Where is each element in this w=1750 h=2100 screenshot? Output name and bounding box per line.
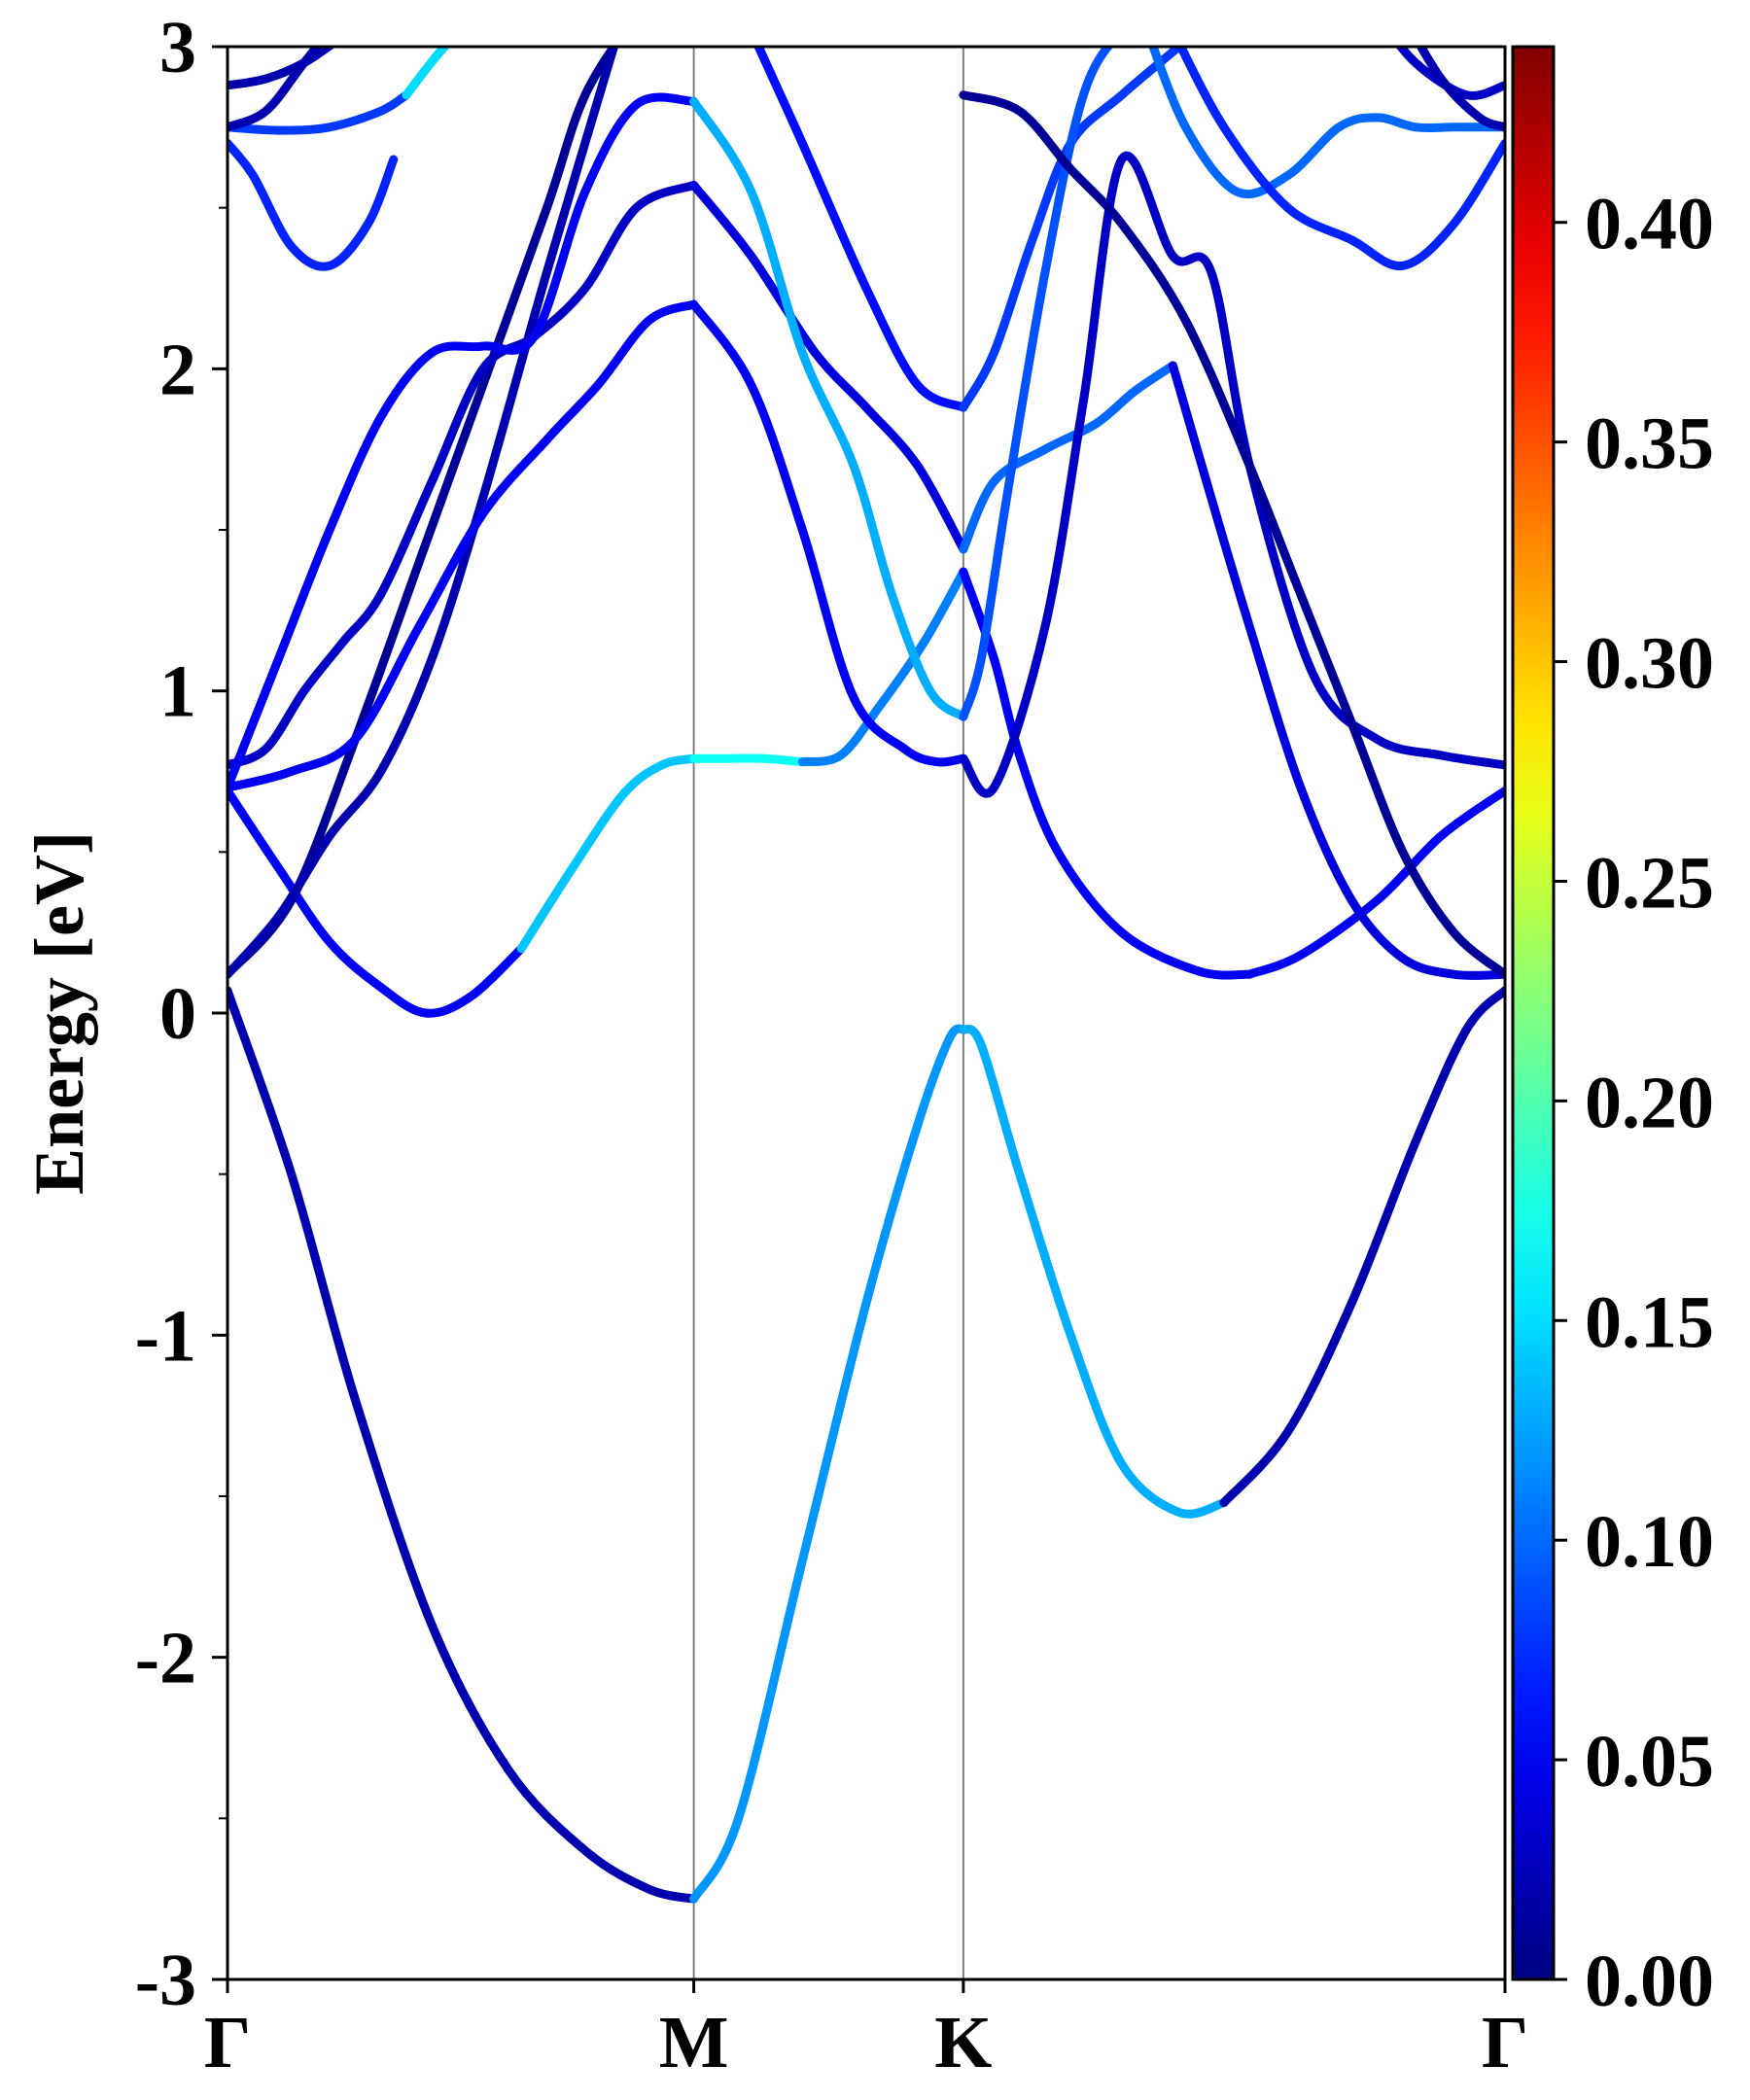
y-tick-label: 1 xyxy=(159,651,196,733)
band-lines xyxy=(228,47,1505,1904)
band-line xyxy=(797,567,968,767)
band-line xyxy=(959,361,1177,554)
y-tick-label: -3 xyxy=(135,1940,196,2021)
x-tick-label: K xyxy=(934,2002,992,2083)
colorbar-tick-label: 0.40 xyxy=(1585,184,1714,265)
band-line xyxy=(1244,786,1505,979)
band-line xyxy=(228,181,699,770)
band-line xyxy=(1148,47,1505,199)
y-tick-label: 3 xyxy=(159,7,196,88)
band-line xyxy=(959,567,1254,980)
colorbar-tick-label: 0.35 xyxy=(1585,403,1714,485)
band-line xyxy=(959,90,1505,979)
band-line xyxy=(228,47,619,979)
y-tick-label: -1 xyxy=(135,1295,196,1377)
band-line xyxy=(959,47,1114,721)
band-line xyxy=(228,47,336,90)
colorbar-tick-label: 0.00 xyxy=(1585,1941,1714,2022)
band-line xyxy=(228,92,699,792)
band-line xyxy=(228,47,323,132)
band-line xyxy=(1219,986,1505,1508)
colorbar-tick-label: 0.10 xyxy=(1585,1501,1714,1583)
colorbar xyxy=(1511,45,1556,1981)
band-line xyxy=(1175,47,1505,270)
x-tick-label: Γ xyxy=(204,2002,251,2083)
high-symmetry-lines xyxy=(692,47,964,1979)
band-line xyxy=(959,47,1186,412)
y-axis-label: Energy [eV] xyxy=(20,831,98,1195)
band-line xyxy=(228,90,411,135)
band-line xyxy=(228,986,699,1904)
band-line xyxy=(228,299,699,792)
band-line xyxy=(228,138,399,271)
y-axis: -3 -2 -1 0 1 2 3 xyxy=(135,7,228,2021)
band-line xyxy=(689,181,968,554)
band-line xyxy=(228,786,526,1018)
band-line xyxy=(1416,47,1505,132)
colorbar-tick-label: 0.25 xyxy=(1585,842,1714,924)
band-line xyxy=(753,47,968,412)
y-tick-label: 2 xyxy=(159,329,196,410)
band-line xyxy=(689,753,807,767)
band-line xyxy=(689,1024,968,1904)
band-line xyxy=(959,1024,1229,1519)
band-line xyxy=(689,96,968,721)
colorbar-tick-label: 0.05 xyxy=(1585,1721,1714,1802)
y-tick-label: -2 xyxy=(135,1618,196,1699)
x-tick-label: Γ xyxy=(1482,2002,1528,2083)
band-line xyxy=(689,299,968,767)
colorbar-tick-label: 0.30 xyxy=(1585,623,1714,705)
band-line xyxy=(1168,361,1505,980)
band-line xyxy=(516,753,699,954)
y-tick-label: 0 xyxy=(159,973,196,1055)
band-line xyxy=(228,47,619,979)
x-tick-label: M xyxy=(659,2002,729,2083)
band-line xyxy=(402,47,451,100)
colorbar-ticks: 0.00 0.05 0.10 0.15 0.20 0.25 0.30 0.35 0.40 xyxy=(1554,184,1714,2022)
colorbar-tick-label: 0.15 xyxy=(1585,1281,1714,1363)
colorbar-tick-label: 0.20 xyxy=(1585,1062,1714,1143)
